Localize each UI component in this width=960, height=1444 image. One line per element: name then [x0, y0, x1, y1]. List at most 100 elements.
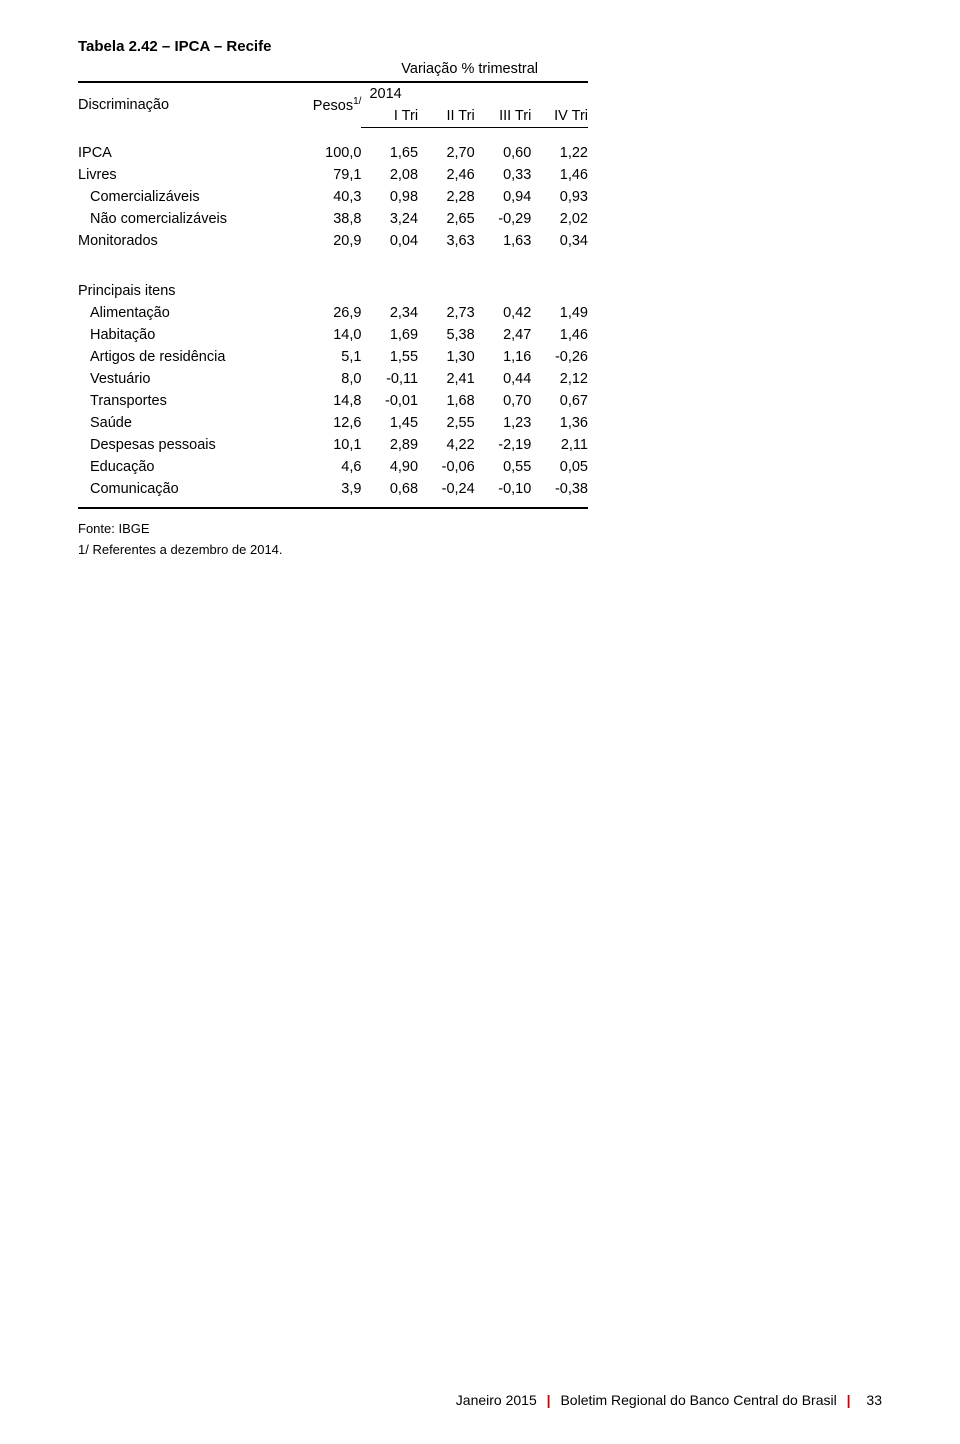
- spacer-row: [78, 252, 588, 266]
- cell-value: 2,34: [361, 302, 418, 324]
- ipca-table: Discriminação Pesos1/ 2014 I Tri II Tri …: [78, 81, 588, 509]
- section-title: Principais itens: [78, 280, 588, 302]
- cell-value: 0,60: [475, 142, 532, 164]
- cell-label: Despesas pessoais: [78, 434, 304, 456]
- table-row: Educação4,64,90-0,060,550,05: [78, 456, 588, 478]
- cell-value: 2,28: [418, 186, 475, 208]
- cell-value: 2,70: [418, 142, 475, 164]
- cell-pesos: 3,9: [304, 478, 361, 508]
- table-body: IPCA100,01,652,700,601,22Livres79,12,082…: [78, 128, 588, 509]
- cell-value: 2,65: [418, 208, 475, 230]
- ipca-table-wrap: Tabela 2.42 – IPCA – Recife Variação % t…: [78, 38, 588, 561]
- spacer-row: [78, 266, 588, 280]
- cell-value: 0,04: [361, 230, 418, 252]
- cell-pesos: 20,9: [304, 230, 361, 252]
- page: Tabela 2.42 – IPCA – Recife Variação % t…: [0, 0, 960, 1444]
- cell-value: 1,16: [475, 346, 532, 368]
- table-row: IPCA100,01,652,700,601,22: [78, 142, 588, 164]
- cell-label: Comunicação: [78, 478, 304, 508]
- cell-value: 1,36: [531, 412, 588, 434]
- cell-value: -0,24: [418, 478, 475, 508]
- cell-value: -0,11: [361, 368, 418, 390]
- cell-value: -0,29: [475, 208, 532, 230]
- cell-label: IPCA: [78, 142, 304, 164]
- col-discriminacao: Discriminação: [78, 82, 304, 128]
- cell-value: 1,46: [531, 164, 588, 186]
- cell-pesos: 14,8: [304, 390, 361, 412]
- cell-value: 1,45: [361, 412, 418, 434]
- cell-value: -0,01: [361, 390, 418, 412]
- cell-value: 1,63: [475, 230, 532, 252]
- cell-value: 3,63: [418, 230, 475, 252]
- footer-publication: Boletim Regional do Banco Central do Bra…: [560, 1392, 836, 1408]
- col-q4: IV Tri: [531, 105, 588, 128]
- footer-divider-2: |: [841, 1392, 857, 1408]
- cell-value: 2,73: [418, 302, 475, 324]
- cell-label: Transportes: [78, 390, 304, 412]
- cell-pesos: 26,9: [304, 302, 361, 324]
- cell-pesos: 8,0: [304, 368, 361, 390]
- section-header-row: Principais itens: [78, 280, 588, 302]
- cell-label: Alimentação: [78, 302, 304, 324]
- cell-value: 0,67: [531, 390, 588, 412]
- cell-label: Vestuário: [78, 368, 304, 390]
- table-subtitle: Variação % trimestral: [78, 61, 588, 77]
- table-row: Habitação14,01,695,382,471,46: [78, 324, 588, 346]
- cell-value: 2,46: [418, 164, 475, 186]
- cell-value: -0,26: [531, 346, 588, 368]
- footnotes: Fonte: IBGE 1/ Referentes a dezembro de …: [78, 519, 588, 561]
- cell-label: Artigos de residência: [78, 346, 304, 368]
- footnote-1: 1/ Referentes a dezembro de 2014.: [78, 540, 588, 561]
- cell-value: 4,90: [361, 456, 418, 478]
- col-q3: III Tri: [475, 105, 532, 128]
- page-footer: Janeiro 2015 | Boletim Regional do Banco…: [456, 1392, 882, 1408]
- footer-page-number: 33: [860, 1392, 882, 1408]
- table-row: Comunicação3,90,68-0,24-0,10-0,38: [78, 478, 588, 508]
- table-head: Discriminação Pesos1/ 2014 I Tri II Tri …: [78, 82, 588, 128]
- cell-value: 1,55: [361, 346, 418, 368]
- col-year: 2014: [361, 82, 588, 105]
- table-row: Comercializáveis40,30,982,280,940,93: [78, 186, 588, 208]
- cell-value: 4,22: [418, 434, 475, 456]
- footnote-source: Fonte: IBGE: [78, 519, 588, 540]
- cell-value: 1,65: [361, 142, 418, 164]
- cell-value: 2,02: [531, 208, 588, 230]
- cell-pesos: 12,6: [304, 412, 361, 434]
- cell-pesos: 100,0: [304, 142, 361, 164]
- spacer-row: [78, 128, 588, 143]
- cell-value: 2,11: [531, 434, 588, 456]
- cell-value: 0,42: [475, 302, 532, 324]
- cell-value: 2,47: [475, 324, 532, 346]
- cell-value: 2,89: [361, 434, 418, 456]
- cell-value: 0,70: [475, 390, 532, 412]
- cell-value: 1,49: [531, 302, 588, 324]
- cell-label: Monitorados: [78, 230, 304, 252]
- cell-value: 0,44: [475, 368, 532, 390]
- table-row: Livres79,12,082,460,331,46: [78, 164, 588, 186]
- cell-value: 0,98: [361, 186, 418, 208]
- cell-value: 2,08: [361, 164, 418, 186]
- table-row: Despesas pessoais10,12,894,22-2,192,11: [78, 434, 588, 456]
- cell-value: -2,19: [475, 434, 532, 456]
- footer-divider: |: [541, 1392, 557, 1408]
- cell-pesos: 79,1: [304, 164, 361, 186]
- cell-value: 0,93: [531, 186, 588, 208]
- col-q2: II Tri: [418, 105, 475, 128]
- cell-value: -0,06: [418, 456, 475, 478]
- cell-pesos: 5,1: [304, 346, 361, 368]
- cell-value: 3,24: [361, 208, 418, 230]
- footer-date: Janeiro 2015: [456, 1392, 537, 1408]
- cell-value: 5,38: [418, 324, 475, 346]
- col-q1: I Tri: [361, 105, 418, 128]
- cell-value: 2,55: [418, 412, 475, 434]
- table-row: Transportes14,8-0,011,680,700,67: [78, 390, 588, 412]
- table-row: Artigos de residência5,11,551,301,16-0,2…: [78, 346, 588, 368]
- table-row: Alimentação26,92,342,730,421,49: [78, 302, 588, 324]
- col-pesos-label: Pesos: [313, 98, 353, 114]
- cell-value: 2,41: [418, 368, 475, 390]
- cell-label: Educação: [78, 456, 304, 478]
- cell-value: 1,69: [361, 324, 418, 346]
- cell-label: Habitação: [78, 324, 304, 346]
- cell-pesos: 14,0: [304, 324, 361, 346]
- cell-pesos: 40,3: [304, 186, 361, 208]
